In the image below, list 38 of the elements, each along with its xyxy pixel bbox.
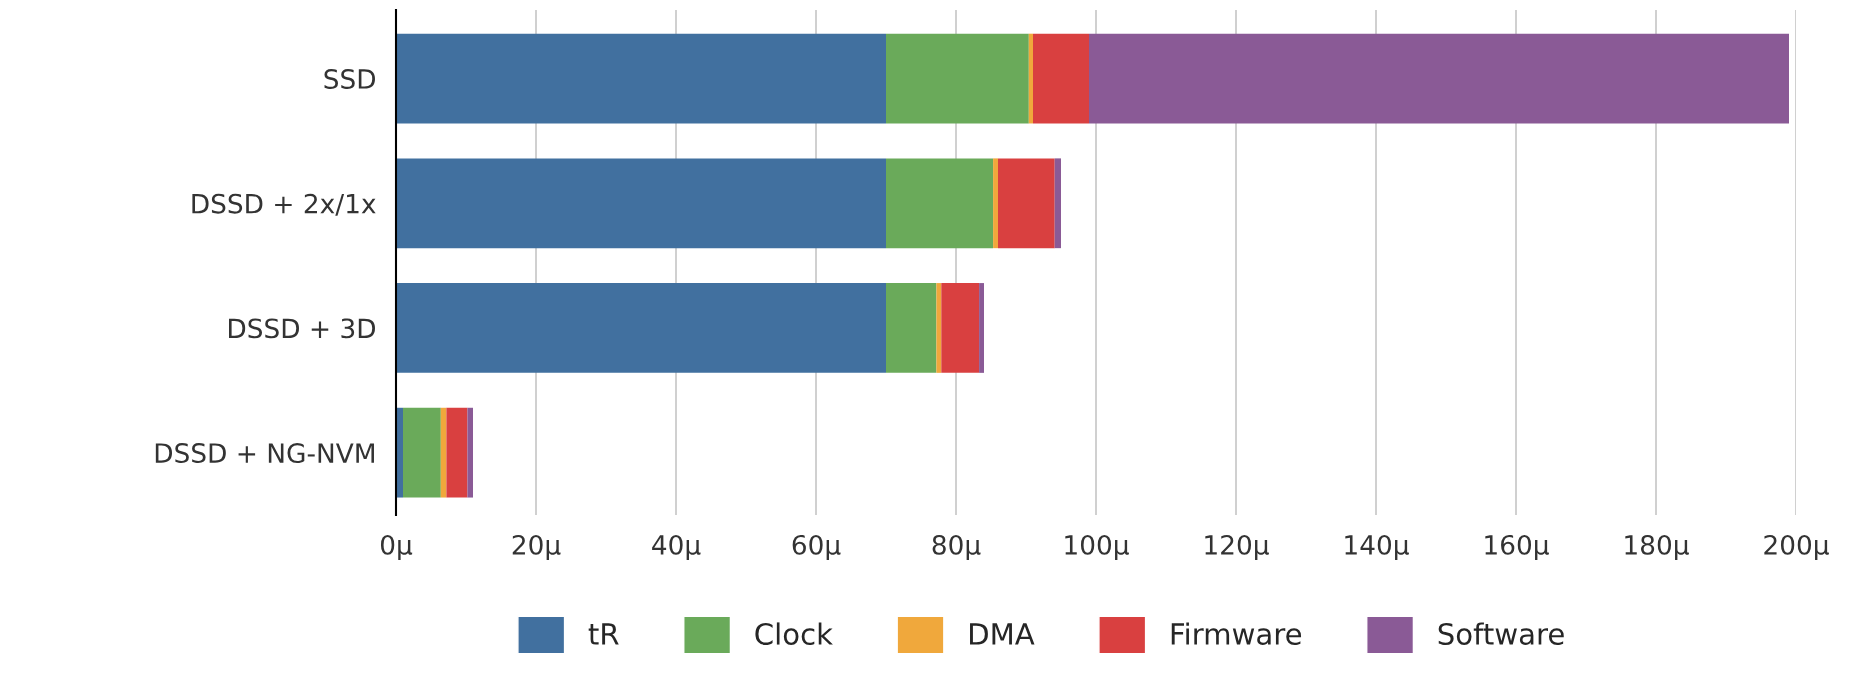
x-tick-label: 40µ (652, 534, 701, 560)
y-tick-label: SSD (324, 69, 375, 89)
bar (998, 158, 1055, 249)
bar (1033, 33, 1089, 124)
bar (886, 283, 937, 373)
bar (1054, 158, 1061, 249)
legend-label: Clock (755, 622, 833, 645)
bar (886, 158, 994, 249)
bar (1089, 33, 1789, 124)
legend-label: Software (1438, 622, 1564, 645)
x-tick-label: 180µ (1625, 534, 1689, 560)
x-tick-label: 140µ (1345, 534, 1409, 560)
legend-label: DMA (970, 623, 1035, 645)
x-tick-label: 80µ (932, 534, 981, 560)
x-tick-label: 120µ (1205, 534, 1269, 560)
x-tick-label: 200µ (1764, 534, 1829, 560)
bar (979, 283, 984, 373)
bar (936, 283, 942, 373)
y-tick-label: DSSD + 2x/1x (192, 193, 376, 216)
bar (941, 283, 980, 373)
bar (396, 33, 886, 124)
bar (446, 407, 468, 498)
bar (886, 33, 1029, 124)
bar (396, 283, 886, 373)
legend-label: tR (588, 623, 619, 645)
bar (396, 158, 886, 249)
legend-label: Firmware (1171, 622, 1302, 645)
x-tick-label: 160µ (1485, 534, 1549, 560)
x-tick-label: 0µ (380, 534, 413, 560)
x-tick-label: 100µ (1065, 534, 1129, 560)
y-tick-label: DSSD + NG-NVM (155, 443, 374, 464)
bar (1028, 33, 1033, 124)
bar (403, 407, 441, 498)
x-tick-label: 20µ (512, 534, 561, 560)
x-tick-label: 60µ (792, 534, 841, 560)
bar (467, 407, 473, 498)
y-tick-label: DSSD + 3D (229, 318, 375, 339)
bar (993, 158, 998, 249)
